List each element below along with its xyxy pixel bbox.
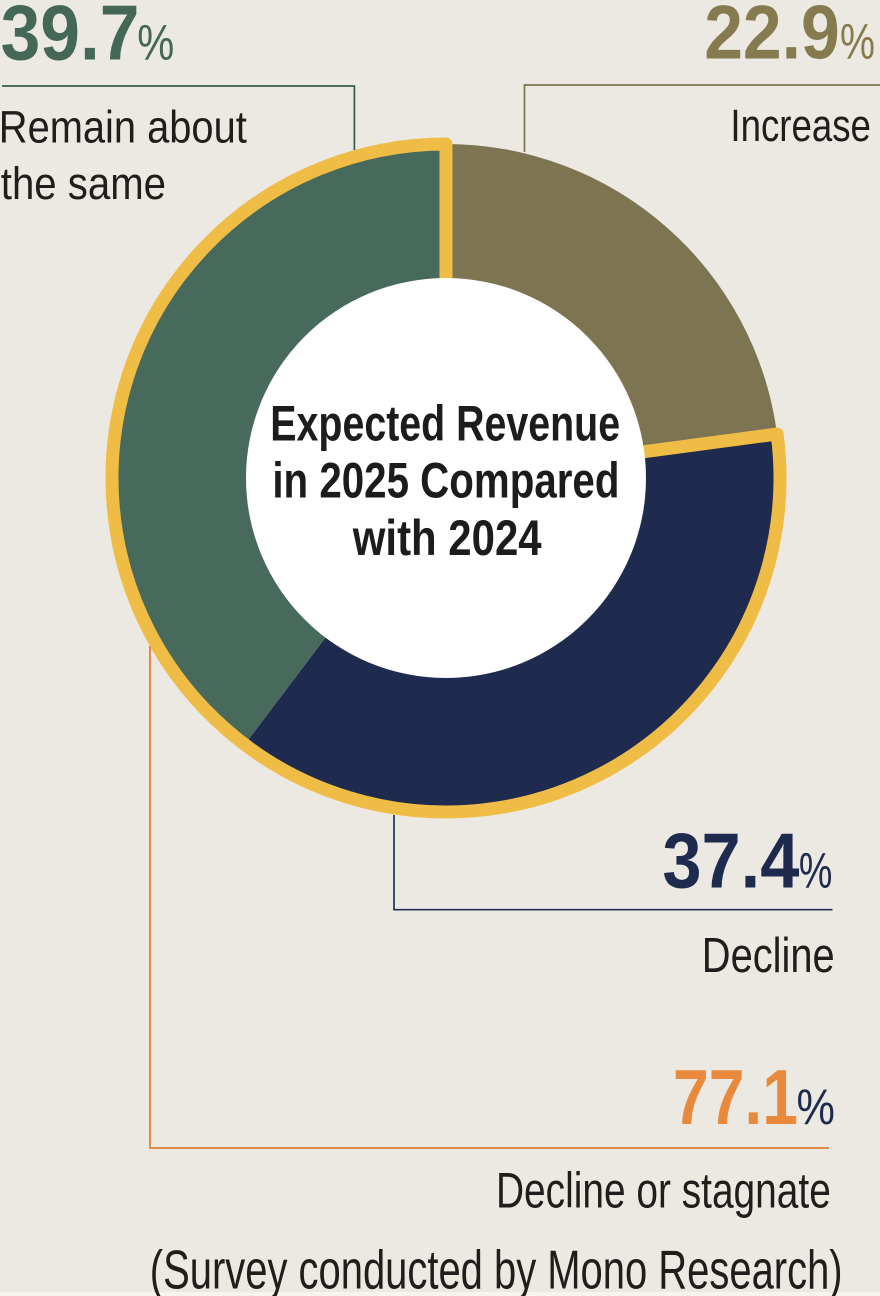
svg-text:%: % bbox=[799, 843, 833, 899]
svg-text:Decline or stagnate: Decline or stagnate bbox=[496, 1163, 831, 1219]
svg-text:in 2025 Compared: in 2025 Compared bbox=[272, 452, 619, 508]
svg-text:with 2024: with 2024 bbox=[352, 510, 542, 566]
svg-text:Decline: Decline bbox=[702, 928, 835, 983]
svg-text:Increase: Increase bbox=[730, 100, 871, 151]
svg-text:%: % bbox=[797, 1079, 835, 1135]
svg-text:Expected Revenue: Expected Revenue bbox=[270, 396, 620, 452]
svg-text:%: % bbox=[137, 15, 174, 71]
svg-text:Remain about: Remain about bbox=[0, 101, 247, 152]
svg-text:(Survey conducted by Mono Rese: (Survey conducted by Mono Research) bbox=[150, 1239, 843, 1296]
svg-text:77.1: 77.1 bbox=[673, 1053, 798, 1141]
svg-text:the same: the same bbox=[1, 158, 166, 209]
svg-text:39.7: 39.7 bbox=[1, 0, 140, 77]
svg-text:%: % bbox=[840, 14, 875, 70]
svg-text:22.9: 22.9 bbox=[704, 0, 840, 76]
svg-text:37.4: 37.4 bbox=[662, 817, 799, 905]
